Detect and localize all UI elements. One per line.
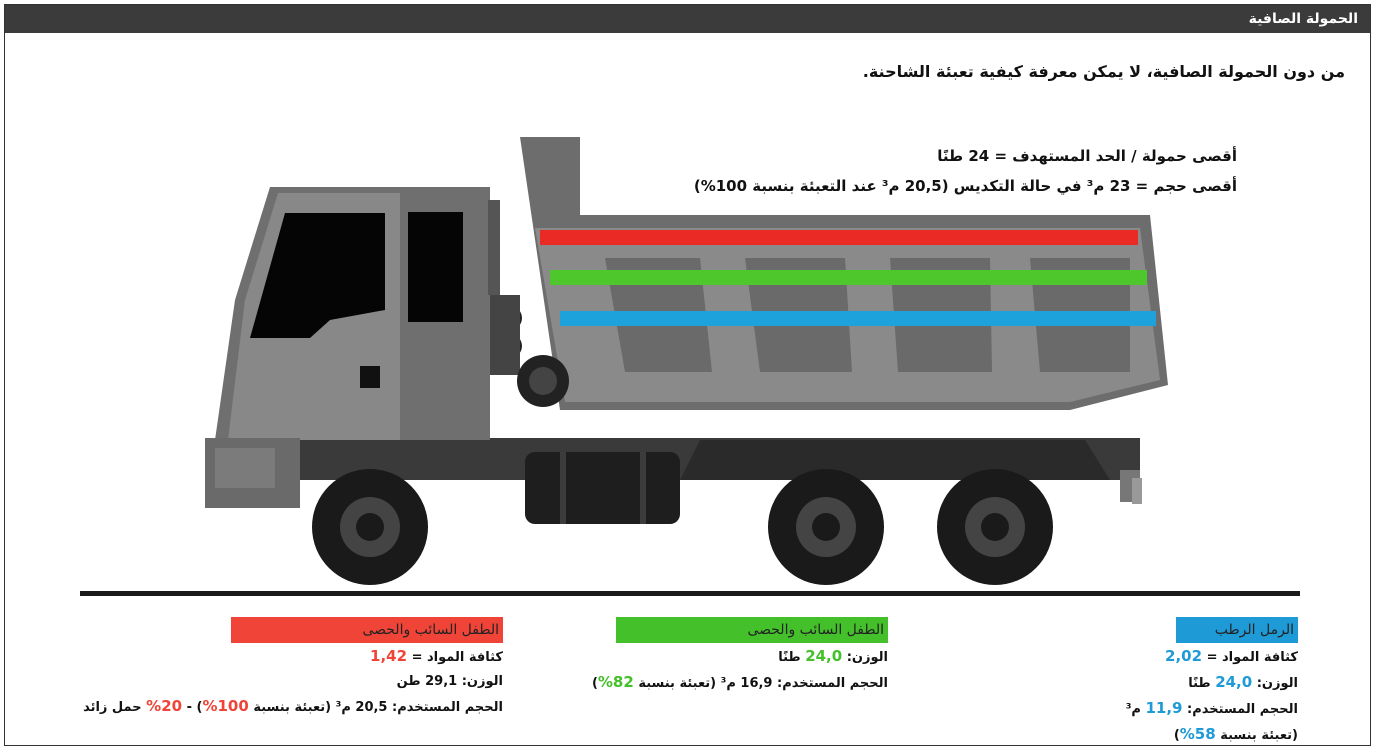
highlight-value: 1,42 (370, 647, 407, 665)
line-text: الحجم المستخدم: (1182, 702, 1298, 717)
highlight-value: 82% (598, 673, 634, 691)
line-text: الحجم المستخدم: 20,5 م³ (تعبئة بنسبة (249, 700, 503, 715)
panel-line: (تعبئة بنسبة 58%) (1126, 723, 1298, 747)
line-text: كثافة المواد = (407, 650, 503, 665)
page: الحمولة الصافية من دون الحمولة الصافية، … (0, 0, 1377, 750)
panel-title: الرمل الرطب (1176, 617, 1298, 643)
line-text: م³ (1126, 702, 1146, 717)
panel-title: الطفل السائب والحصى (616, 617, 888, 643)
highlight-value: 11,9 (1145, 699, 1182, 717)
intro: من دون الحمولة الصافية، لا يمكن معرفة كي… (863, 62, 1345, 81)
panel-line: الحجم المستخدم: 20,5 م³ (تعبئة بنسبة 100… (83, 695, 503, 719)
line-text: الوزن: (1252, 676, 1298, 691)
line-text: حمل زائد (83, 700, 146, 715)
highlight-value: 58% (1180, 725, 1216, 743)
panel-line: الوزن: 29,1 طن (83, 671, 503, 693)
highlight-value: 100% (202, 697, 248, 715)
highlight-value: 24,0 (1215, 673, 1252, 691)
highlight-value: 2,02 (1165, 647, 1202, 665)
panel-line: الوزن: 24,0 طنًا (592, 645, 888, 669)
header-title: الحمولة الصافية (5, 5, 1370, 33)
panel-line: الحجم المستخدم: 11,9 م³ (1126, 697, 1298, 721)
limit-line: أقصى حجم = 23 م³ في حالة التكديس (20,5 م… (694, 177, 1237, 195)
line-text: طنًا (1188, 676, 1215, 691)
limit-line: أقصى حمولة / الحد المستهدف = 24 طنًا (937, 147, 1237, 165)
line-text: ) - (182, 700, 202, 715)
highlight-value: 20% (146, 697, 182, 715)
line-text: الوزن: 29,1 طن (397, 674, 503, 689)
line-text: (تعبئة بنسبة (1216, 728, 1298, 743)
line-text: كثافة المواد = (1202, 650, 1298, 665)
panel-title: الطفل السائب والحصى (231, 617, 503, 643)
panel-line: الحجم المستخدم: 16,9 م³ (تعبئة بنسبة 82%… (592, 671, 888, 695)
line-text: الحجم المستخدم: 16,9 م³ (تعبئة بنسبة (634, 676, 888, 691)
highlight-value: 24,0 (805, 647, 842, 665)
line-text: الوزن: (842, 650, 888, 665)
panel-line: كثافة المواد = 1,42 (83, 645, 503, 669)
line-text: طنًا (778, 650, 805, 665)
panel-line: الوزن: 24,0 طنًا (1126, 671, 1298, 695)
panel-line: كثافة المواد = 2,02 (1126, 645, 1298, 669)
